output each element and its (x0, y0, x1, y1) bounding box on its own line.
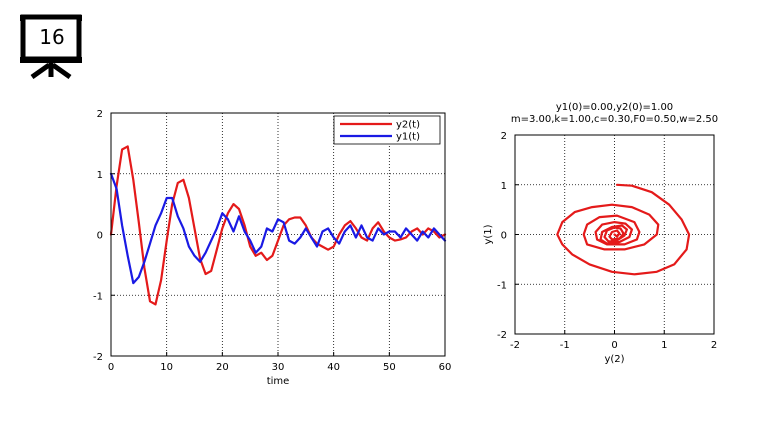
presentation-board-icon (20, 14, 82, 79)
chart1-y-tick-label: -1 (497, 280, 507, 291)
chart1-x-tick-label: 2 (711, 340, 717, 351)
chart0-x-tick-label: 60 (439, 362, 452, 373)
chart1-series-0-line (556, 183, 691, 276)
chart1-x-axis-label: y(2) (604, 354, 624, 365)
chart0-x-tick-label: 0 (108, 362, 114, 373)
chart0-x-tick-label: 50 (383, 362, 396, 373)
chart0-x-tick-label: 40 (327, 362, 340, 373)
chart1-x-tick-label: -2 (510, 340, 520, 351)
slide-number: 16 (39, 25, 65, 49)
chart1-y-tick-label: 2 (501, 131, 507, 142)
chart1-y-tick-label: -2 (497, 330, 507, 341)
chart1-x-tick-label: -1 (560, 340, 570, 351)
chart1-x-tick-label: 0 (611, 340, 617, 351)
chart0-y-tick-label: -2 (93, 352, 103, 363)
chart1-x-tick-label: 1 (661, 340, 667, 351)
chart0-y-tick-label: 2 (97, 109, 103, 120)
chart0-x-tick-label: 20 (216, 362, 229, 373)
chart0-x-axis-label: time (267, 376, 290, 387)
chart0-legend-label-1: y1(t) (396, 132, 420, 143)
chart0-y-tick-label: 0 (97, 231, 103, 242)
chart1-subtitle: m=3.00,k=1.00,c=0.30,F0=0.50,w=2.50 (511, 114, 718, 125)
chart0-legend-box (333, 115, 441, 145)
chart1-y-tick-label: 0 (501, 231, 507, 242)
chart0-series-0-line (109, 145, 447, 306)
chart0-y-tick-label: 1 (97, 170, 103, 181)
chart1-y-axis-label: y(1) (483, 224, 494, 244)
chart0-legend-label-0: y2(t) (396, 120, 420, 131)
chart0-x-tick-label: 10 (160, 362, 173, 373)
chart1-y-tick-label: 1 (501, 181, 507, 192)
chart0-y-tick-label: -1 (93, 291, 103, 302)
chart0-series-1-line (109, 172, 447, 285)
chart1-title: y1(0)=0.00,y2(0)=1.00 (556, 102, 673, 113)
chart0-x-tick-label: 30 (272, 362, 285, 373)
